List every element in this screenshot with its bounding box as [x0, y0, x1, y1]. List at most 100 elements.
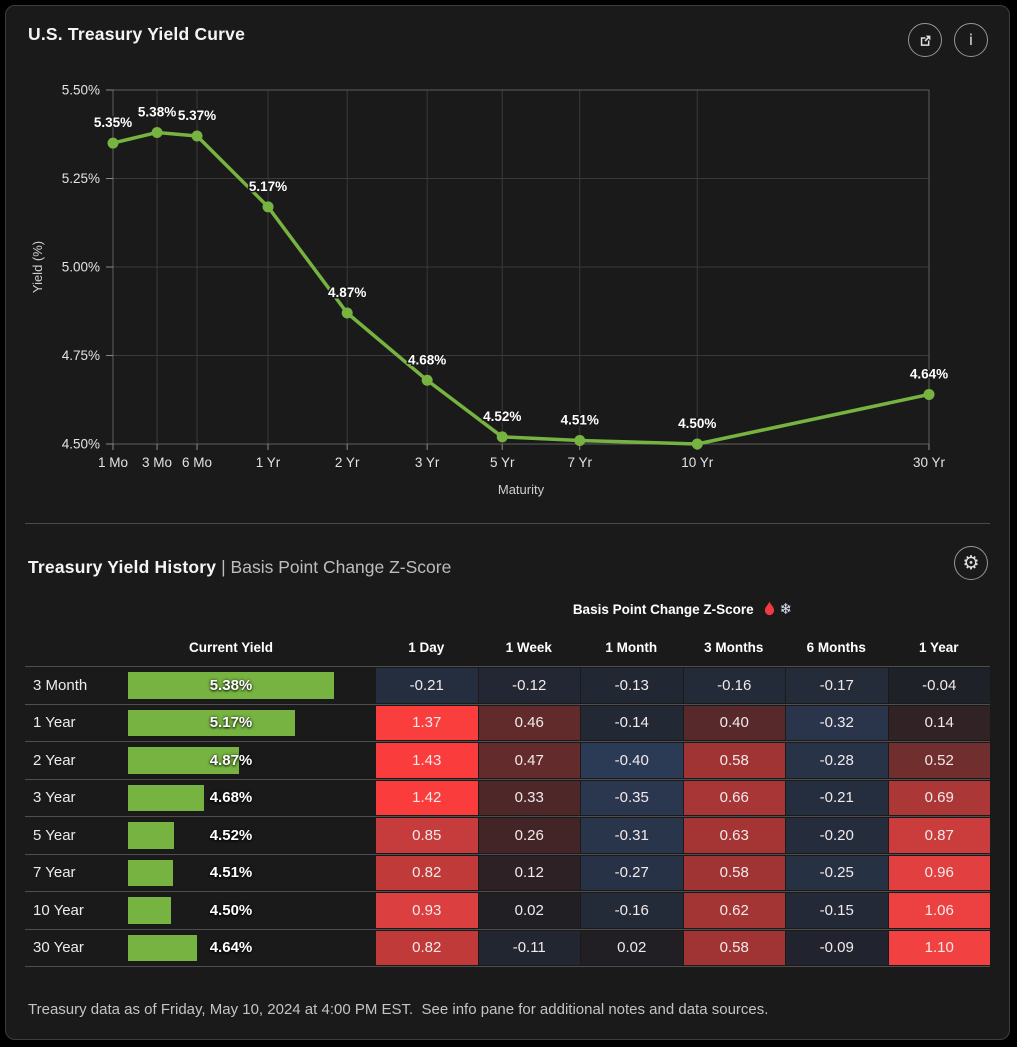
x-tick-label: 3 Mo — [142, 455, 172, 470]
current-yield-cell: 4.50% — [125, 892, 375, 929]
zscore-cell: 0.66 — [682, 780, 785, 815]
zscore-cell: 0.58 — [682, 743, 785, 778]
section-divider — [25, 523, 990, 524]
zscore-cell: 0.26 — [477, 818, 580, 853]
zscore-cell: 0.69 — [887, 780, 990, 815]
table-column-headers: Current Yield 1 Day 1 Week 1 Month 3 Months 6… — [25, 628, 990, 666]
zscore-cell: 0.63 — [682, 818, 785, 853]
yield-value: 4.68% — [209, 789, 253, 807]
yield-bar — [128, 709, 295, 736]
zscore-cell: 0.46 — [477, 705, 580, 740]
zscore-cell: 0.82 — [375, 930, 478, 965]
data-point-label: 4.64% — [910, 366, 948, 381]
data-point-label: 5.38% — [138, 104, 176, 119]
data-point — [421, 374, 433, 386]
column-header: 6 Months — [806, 639, 866, 655]
yield-bar — [128, 859, 173, 886]
chart-svg: 1 Mo 3 Mo 6 Mo 1 Yr 2 Yr 3 Yr 5 Yr 7 Yr 10 Yr 30 … — [30, 83, 950, 498]
table-row: 7 Year 4.51% 0.82 0.12 -0.27 0.58 -0.25 0.96 — [25, 853, 990, 892]
zscore-cell: 0.40 — [682, 705, 785, 740]
table-row: 3 Year 4.68% 1.42 0.33 -0.35 0.66 -0.21 0.69 — [25, 778, 990, 817]
yield-history-table: Basis Point Change Z-Score ❄ Current Yiel… — [25, 592, 990, 967]
yield-bar — [128, 747, 240, 774]
current-yield-cell: 5.17% — [125, 705, 375, 742]
x-tick-label: 1 Mo — [98, 455, 128, 470]
zscore-cell: -0.21 — [375, 668, 478, 703]
yield-value: 4.52% — [209, 826, 253, 844]
zscore-cell: 0.33 — [477, 780, 580, 815]
zscore-group-header-row: Basis Point Change Z-Score ❄ — [25, 592, 990, 628]
data-point-label: 5.35% — [94, 115, 132, 130]
data-point-label: 5.17% — [249, 179, 287, 194]
info-button[interactable]: i — [954, 23, 988, 57]
data-point — [262, 201, 274, 213]
zscore-cell: -0.28 — [785, 743, 888, 778]
current-yield-cell: 4.51% — [125, 855, 375, 892]
y-tick-label: 4.50% — [62, 437, 100, 452]
yield-value: 4.50% — [209, 901, 253, 919]
maturity-label: 30 Year — [33, 939, 84, 957]
y-tick-label: 5.50% — [62, 83, 100, 98]
zscore-cell: -0.35 — [580, 780, 683, 815]
data-point-label: 4.50% — [678, 416, 716, 431]
column-header: 3 Months — [704, 639, 764, 655]
zscore-cell: 0.12 — [477, 855, 580, 890]
zscore-cell: -0.16 — [580, 893, 683, 928]
snowflake-icon: ❄ — [779, 600, 793, 618]
table-row: 1 Year 5.17% 1.37 0.46 -0.14 0.40 -0.32 0.14 — [25, 703, 990, 742]
yield-curve-chart: 1 Mo 3 Mo 6 Mo 1 Yr 2 Yr 3 Yr 5 Yr 7 Yr 10 Yr 30 … — [6, 6, 1009, 523]
yield-bar — [128, 822, 175, 849]
x-axis-title: Maturity — [498, 482, 545, 497]
zscore-cell: 0.58 — [682, 855, 785, 890]
maturity-label: 2 Year — [33, 751, 76, 769]
data-point-label: 4.51% — [561, 412, 599, 427]
zscore-cell: 1.43 — [375, 743, 478, 778]
zscore-cell: 0.02 — [580, 930, 683, 965]
maturity-label: 1 Year — [33, 714, 76, 732]
data-point — [107, 137, 119, 149]
zscore-group-header-text: Basis Point Change Z-Score — [572, 602, 754, 617]
zscore-cell: -0.13 — [580, 668, 683, 703]
zscore-cell: 0.58 — [682, 930, 785, 965]
maturity-label: 5 Year — [33, 826, 76, 844]
column-header: 1 Day — [408, 639, 445, 655]
zscore-cell: 0.47 — [477, 743, 580, 778]
data-point — [191, 130, 203, 142]
yield-value: 5.17% — [209, 714, 253, 732]
yield-bar — [128, 934, 197, 961]
data-point — [151, 126, 163, 138]
y-tick-label: 5.00% — [62, 260, 100, 275]
current-yield-cell: 4.64% — [125, 930, 375, 967]
x-tick-label: 6 Mo — [182, 455, 212, 470]
yield-curve-line — [112, 130, 930, 446]
yield-value: 4.51% — [209, 864, 253, 882]
x-tick-label: 10 Yr — [681, 455, 714, 470]
zscore-cell: 0.52 — [887, 743, 990, 778]
zscore-cell: 1.10 — [887, 930, 990, 965]
data-point — [923, 388, 935, 400]
dashboard-card: U.S. Treasury Yield Curve i 1 Mo 3 Mo 6 Mo… — [5, 5, 1010, 1040]
zscore-cell: 0.96 — [887, 855, 990, 890]
data-point — [574, 434, 586, 446]
current-yield-cell: 4.87% — [125, 742, 375, 779]
current-yield-cell: 4.68% — [125, 780, 375, 817]
table-body: 3 Month 5.38% -0.21 -0.12 -0.13 -0.16 -0.17 -0.… — [25, 666, 990, 966]
data-point — [691, 438, 703, 450]
zscore-cell: 1.42 — [375, 780, 478, 815]
yield-bar — [128, 672, 334, 699]
zscore-cell: 0.93 — [375, 893, 478, 928]
table-row: 3 Month 5.38% -0.21 -0.12 -0.13 -0.16 -0.17 -0.… — [25, 666, 990, 704]
zscore-cell: 0.87 — [887, 818, 990, 853]
zscore-cell: 1.37 — [375, 705, 478, 740]
settings-button[interactable]: ⚙ — [954, 546, 988, 580]
zscore-cell: -0.12 — [477, 668, 580, 703]
export-button[interactable] — [908, 23, 942, 57]
x-tick-label: 30 Yr — [913, 455, 946, 470]
fire-icon — [764, 601, 775, 619]
zscore-cell: -0.04 — [887, 668, 990, 703]
zscore-cell: -0.27 — [580, 855, 683, 890]
data-point-label: 5.37% — [178, 108, 216, 123]
y-axis-title: Yield (%) — [30, 241, 45, 293]
zscore-cell: 0.02 — [477, 893, 580, 928]
zscore-cell: 1.06 — [887, 893, 990, 928]
